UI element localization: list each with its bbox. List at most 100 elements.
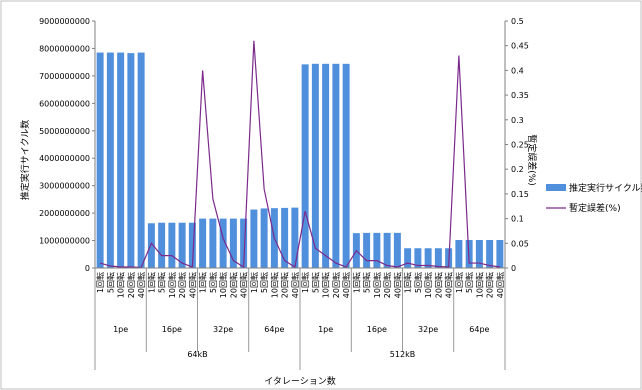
right-tick-label: 0.1: [511, 215, 524, 224]
left-axis-ticks: 0 1000000000 2000000000 3000000000 400000000…: [39, 17, 95, 273]
bar: [127, 53, 135, 268]
x-tick-label: 20回転: [281, 272, 290, 298]
x-tick-label: 40回転: [188, 272, 197, 298]
bar: [158, 222, 166, 268]
bar: [363, 232, 371, 268]
pe-group-label: 64pe: [264, 325, 284, 334]
x-tick-label: 40回転: [445, 272, 454, 298]
size-group-label: 64kB: [187, 350, 207, 359]
bar: [250, 209, 258, 268]
bar: [291, 207, 299, 268]
bar: [404, 248, 412, 268]
x-tick-label: 1回転: [147, 272, 156, 293]
left-tick-label: 7000000000: [39, 72, 90, 81]
bar: [424, 248, 432, 268]
bar: [342, 63, 350, 269]
x-tick-label: 40回転: [496, 272, 505, 298]
x-tick-label: 5回転: [414, 272, 423, 293]
x-tick-label: 1回転: [250, 272, 259, 293]
x-tick-label: 5回転: [209, 272, 218, 293]
y2-axis-title: 暫定誤差(%): [526, 134, 538, 186]
bar: [188, 222, 196, 268]
x-tick-label: 20回転: [383, 272, 392, 298]
bar: [240, 218, 248, 268]
legend-bar-swatch: [546, 184, 566, 191]
bar: [383, 232, 391, 268]
right-tick-label: 0.35: [511, 91, 529, 100]
x-tick-label: 10回転: [219, 272, 228, 298]
x-tick-label: 10回転: [424, 272, 433, 298]
bar: [322, 63, 330, 269]
bar: [178, 222, 186, 268]
x-axis-title: イタレーション数: [264, 375, 335, 387]
bar: [260, 208, 268, 268]
left-tick-label: 8000000000: [39, 44, 90, 53]
right-tick-label: 0.45: [511, 42, 529, 51]
x-tick-label: 20回転: [127, 272, 136, 298]
right-tick-label: 0.2: [511, 165, 524, 174]
x-tick-label: 10回転: [373, 272, 382, 298]
x-tick-label: 1回転: [96, 272, 105, 293]
axes: [94, 21, 506, 269]
pe-group-label: 16pe: [367, 325, 387, 334]
x-tick-label: 5回転: [106, 272, 115, 293]
right-tick-label: 0.15: [511, 190, 529, 199]
bar: [199, 218, 207, 268]
bar: [209, 218, 217, 268]
x-axis-group-labels: 1pe 16pe 32pe 64pe 1pe 16pe 32pe 64pe 64kB 512kB: [94, 268, 506, 370]
right-tick-label: 0.25: [511, 141, 529, 150]
bar: [475, 240, 483, 268]
left-tick-label: 0: [85, 264, 90, 273]
x-tick-label: 1回転: [455, 272, 464, 293]
bar: [414, 248, 422, 268]
x-tick-label: 5回転: [158, 272, 167, 293]
x-tick-label: 40回転: [291, 272, 300, 298]
pe-group-label: 1pe: [318, 325, 333, 334]
x-tick-label: 20回転: [486, 272, 495, 298]
bar: [393, 232, 401, 268]
bar: [219, 218, 227, 268]
right-tick-label: 0.05: [511, 239, 529, 248]
x-tick-label: 5回転: [465, 272, 474, 293]
right-axis-ticks: 0 0.05 0.1 0.15 0.2 0.25 0.3 0.35 0.4 0.45 0.5: [505, 17, 529, 273]
bar: [147, 223, 155, 268]
left-tick-label: 1000000000: [39, 237, 90, 246]
bar: [229, 218, 237, 268]
bar: [96, 52, 104, 268]
x-tick-label: 5回転: [260, 272, 269, 293]
x-tick-label: 10回転: [117, 272, 126, 298]
legend: 推定実行サイクル数 暫定誤差(%): [546, 182, 642, 214]
size-group-label: 512kB: [390, 350, 415, 359]
bar: [311, 63, 319, 269]
bar: [168, 222, 176, 268]
right-tick-label: 0.4: [511, 66, 524, 75]
pe-group-label: 32pe: [213, 325, 233, 334]
x-tick-label: 10回転: [475, 272, 484, 298]
bar: [106, 52, 114, 268]
x-tick-label: 1回転: [352, 272, 361, 293]
bar: [281, 207, 289, 268]
x-tick-label: 1回転: [404, 272, 413, 293]
pe-group-label: 16pe: [162, 325, 182, 334]
x-tick-label: 20回転: [229, 272, 238, 298]
left-tick-label: 6000000000: [39, 99, 90, 108]
left-tick-label: 5000000000: [39, 127, 90, 136]
right-tick-label: 0.3: [511, 116, 524, 125]
x-tick-label: 10回転: [270, 272, 279, 298]
bar: [332, 63, 340, 269]
bar: [434, 248, 442, 268]
right-tick-label: 0: [511, 264, 516, 273]
y-axis-title: 推定実行サイクル数: [19, 120, 31, 201]
bar: [455, 240, 463, 268]
x-tick-label: 1回転: [301, 272, 310, 293]
left-tick-label: 9000000000: [39, 17, 90, 26]
x-tick-label: 20回転: [434, 272, 443, 298]
bar: [486, 240, 494, 268]
x-tick-label: 10回転: [168, 272, 177, 298]
bar: [301, 64, 309, 269]
bar: [137, 52, 145, 268]
pe-group-label: 1pe: [113, 325, 128, 334]
x-tick-label: 5回転: [311, 272, 320, 293]
